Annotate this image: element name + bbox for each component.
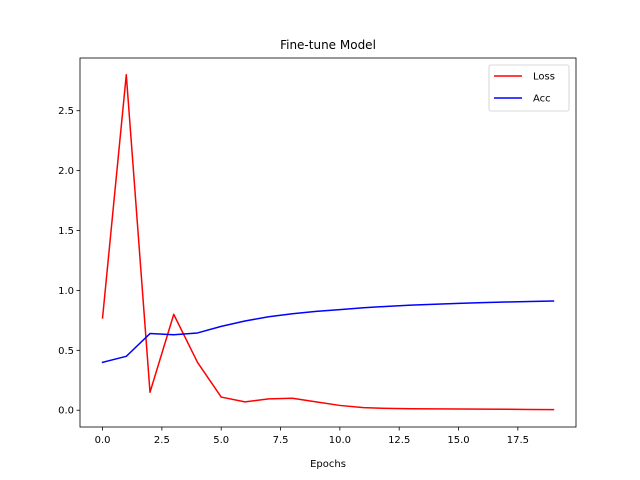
y-tick-label: 0.5 (58, 346, 74, 357)
series-line-loss (101, 74, 555, 411)
chart-title: Fine-tune Model (280, 38, 376, 52)
axes-frame (79, 57, 577, 428)
x-tick-label: 15.0 (447, 435, 469, 446)
plot-area (101, 74, 555, 411)
x-tick-label: 0.0 (95, 435, 111, 446)
x-axis: 0.0 2.5 5.0 7.5 10.0 12.5 15.0 17.5 (95, 427, 529, 446)
y-tick-label: 0.0 (58, 406, 74, 417)
x-tick-label: 5.0 (213, 435, 229, 446)
x-axis-title: Epochs (310, 459, 346, 470)
x-tick-label: 7.5 (273, 435, 289, 446)
y-axis: 0.0 0.5 1.0 1.5 2.0 2.5 (58, 106, 80, 417)
y-tick-label: 1.0 (58, 286, 74, 297)
x-tick-label: 12.5 (388, 435, 410, 446)
x-tick-label: 10.0 (329, 435, 351, 446)
series-line-acc (101, 300, 555, 364)
legend-label-loss: Loss (533, 72, 555, 83)
y-tick-label: 2.5 (58, 106, 74, 117)
x-tick-label: 2.5 (154, 435, 170, 446)
legend-box (488, 64, 570, 112)
legend-label-acc: Acc (533, 94, 551, 105)
x-tick-label: 17.5 (507, 435, 529, 446)
y-tick-label: 1.5 (58, 226, 74, 237)
y-tick-label: 2.0 (58, 166, 74, 177)
legend: Loss Acc (488, 64, 570, 112)
